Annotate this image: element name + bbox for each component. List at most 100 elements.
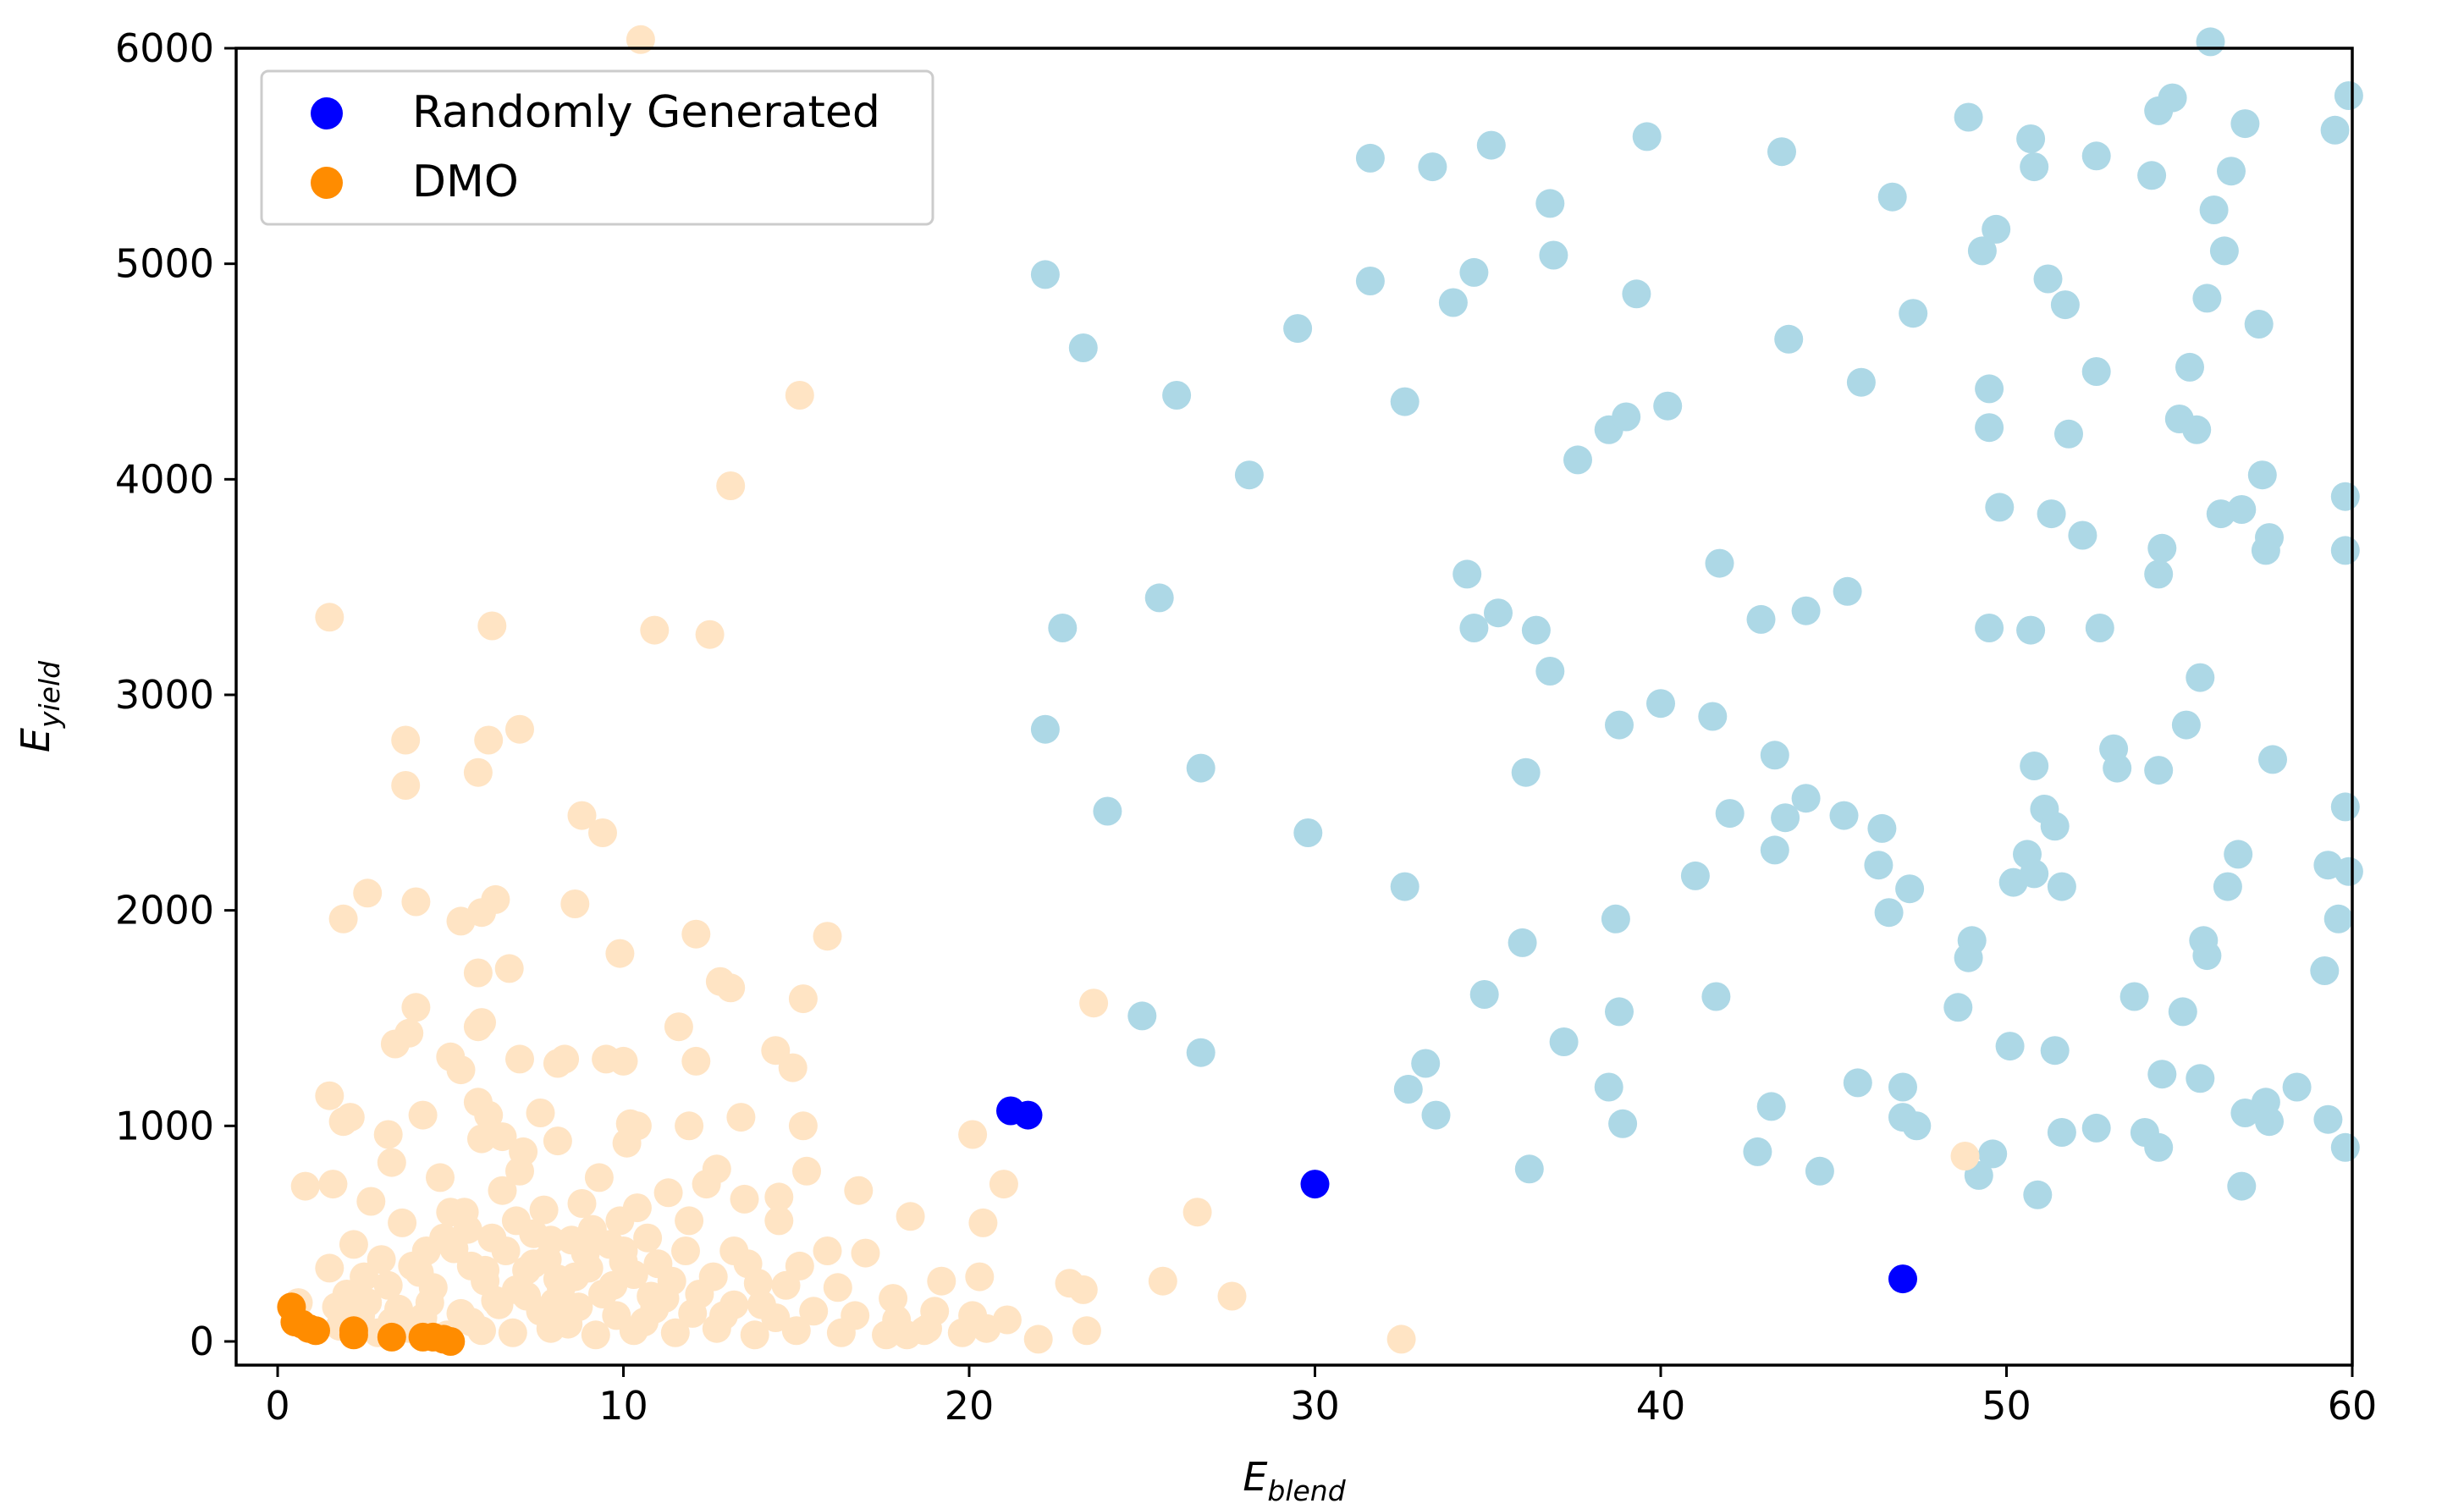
background-1-point xyxy=(463,757,493,787)
background-1-point xyxy=(726,1103,756,1132)
background-1-point xyxy=(598,1270,628,1300)
background-0-point xyxy=(2330,536,2360,565)
dmo-point xyxy=(339,1320,368,1350)
background-1-point xyxy=(373,1270,403,1300)
background-1-point xyxy=(1072,1316,1101,1346)
background-0-point xyxy=(2192,284,2222,313)
background-1-point xyxy=(491,1236,521,1265)
background-1-point xyxy=(543,1126,572,1156)
background-1-point xyxy=(581,1320,610,1350)
background-0-point xyxy=(1605,710,1634,740)
background-0-point xyxy=(1535,657,1565,686)
background-0-point xyxy=(2037,499,2066,529)
background-0-point xyxy=(1476,130,1506,160)
background-0-point xyxy=(2081,357,2111,386)
background-0-point xyxy=(2137,161,2167,190)
background-1-point xyxy=(1217,1281,1247,1311)
background-0-point xyxy=(2224,840,2253,869)
background-1-point xyxy=(844,1176,874,1205)
background-0-point xyxy=(1186,753,1215,783)
background-1-point xyxy=(567,801,597,830)
background-1-point xyxy=(408,1100,438,1130)
background-0-point xyxy=(1048,614,1078,642)
background-0-point xyxy=(1127,1001,1157,1031)
background-0-point xyxy=(1144,583,1174,613)
background-1-point xyxy=(947,1318,977,1347)
background-1-point xyxy=(1182,1198,1212,1227)
x-tick-label: 60 xyxy=(2328,1383,2378,1429)
background-1-point xyxy=(539,1288,569,1318)
background-1-point xyxy=(664,1012,693,1042)
legend-marker-randomly-generated xyxy=(311,97,343,129)
background-0-point xyxy=(1549,1027,1579,1056)
background-1-point xyxy=(785,381,814,410)
background-0-point xyxy=(1975,614,2004,642)
background-1-point xyxy=(872,1320,901,1350)
background-0-point xyxy=(2144,1132,2174,1162)
background-0-point xyxy=(1293,818,1323,847)
background-0-point xyxy=(2016,124,2046,153)
background-1-point xyxy=(394,1018,424,1048)
background-1-point xyxy=(709,1301,738,1330)
background-0-point xyxy=(2144,559,2174,589)
x-axis: 0 10 20 30 40 50 60 xyxy=(265,1365,2377,1429)
background-0-point xyxy=(1774,324,1804,354)
y-tick-label: 2000 xyxy=(115,888,214,933)
background-1-point xyxy=(958,1120,988,1149)
background-0-point xyxy=(2247,460,2277,490)
background-0-point xyxy=(1459,257,1489,287)
background-1-point xyxy=(633,1223,663,1253)
background-0-point xyxy=(1943,993,1973,1022)
background-0-point xyxy=(2334,856,2363,886)
background-0-point xyxy=(1791,784,1821,813)
background-0-point xyxy=(1846,367,1876,397)
background-0-point xyxy=(2230,109,2260,139)
background-1-point xyxy=(965,1262,995,1291)
background-1-point xyxy=(411,1236,441,1265)
background-0-point xyxy=(1521,615,1551,645)
x-tick-label: 10 xyxy=(598,1383,648,1429)
background-1-point xyxy=(377,1148,406,1177)
background-0-point xyxy=(1975,374,2004,404)
background-0-point xyxy=(1469,980,1499,1009)
background-0-point xyxy=(1162,381,1192,410)
background-0-point xyxy=(1355,143,1385,173)
background-0-point xyxy=(2186,1064,2215,1093)
background-0-point xyxy=(1874,898,1904,928)
y-tick-label: 4000 xyxy=(115,456,214,502)
background-0-point xyxy=(1563,445,1592,475)
background-0-point xyxy=(1283,314,1313,344)
background-0-point xyxy=(2199,196,2229,224)
background-1-point xyxy=(481,884,510,914)
background-1-point xyxy=(799,1297,829,1326)
background-1-point xyxy=(1148,1266,1177,1296)
background-0-point xyxy=(2081,141,2111,171)
background-1-point xyxy=(972,1313,1001,1343)
background-0-point xyxy=(2047,1118,2076,1147)
background-0-point xyxy=(2033,264,2063,294)
background-1-point xyxy=(1950,1142,1980,1170)
background-1-point xyxy=(339,1230,368,1259)
background-0-point xyxy=(2213,872,2242,901)
background-1-point xyxy=(367,1245,396,1275)
background-1-point xyxy=(764,1182,794,1212)
background-0-point xyxy=(1514,1154,1544,1184)
background-0-point xyxy=(1632,122,1662,151)
background-0-point xyxy=(1390,387,1419,416)
legend-label-dmo: DMO xyxy=(412,157,519,207)
background-0-point xyxy=(1612,402,1641,432)
background-0-point xyxy=(1954,102,1983,132)
background-1-point xyxy=(567,1189,597,1218)
background-1-point xyxy=(671,1236,700,1265)
background-0-point xyxy=(1594,1072,1623,1102)
background-1-point xyxy=(391,771,421,800)
background-1-point xyxy=(685,1280,714,1308)
background-1-point xyxy=(813,1236,842,1265)
background-0-point xyxy=(1186,1038,1215,1067)
background-1-point xyxy=(1068,1275,1098,1304)
background-1-point xyxy=(788,1111,818,1141)
background-0-point xyxy=(2175,352,2204,382)
background-1-point xyxy=(328,904,358,933)
background-0-point xyxy=(1680,861,1710,890)
